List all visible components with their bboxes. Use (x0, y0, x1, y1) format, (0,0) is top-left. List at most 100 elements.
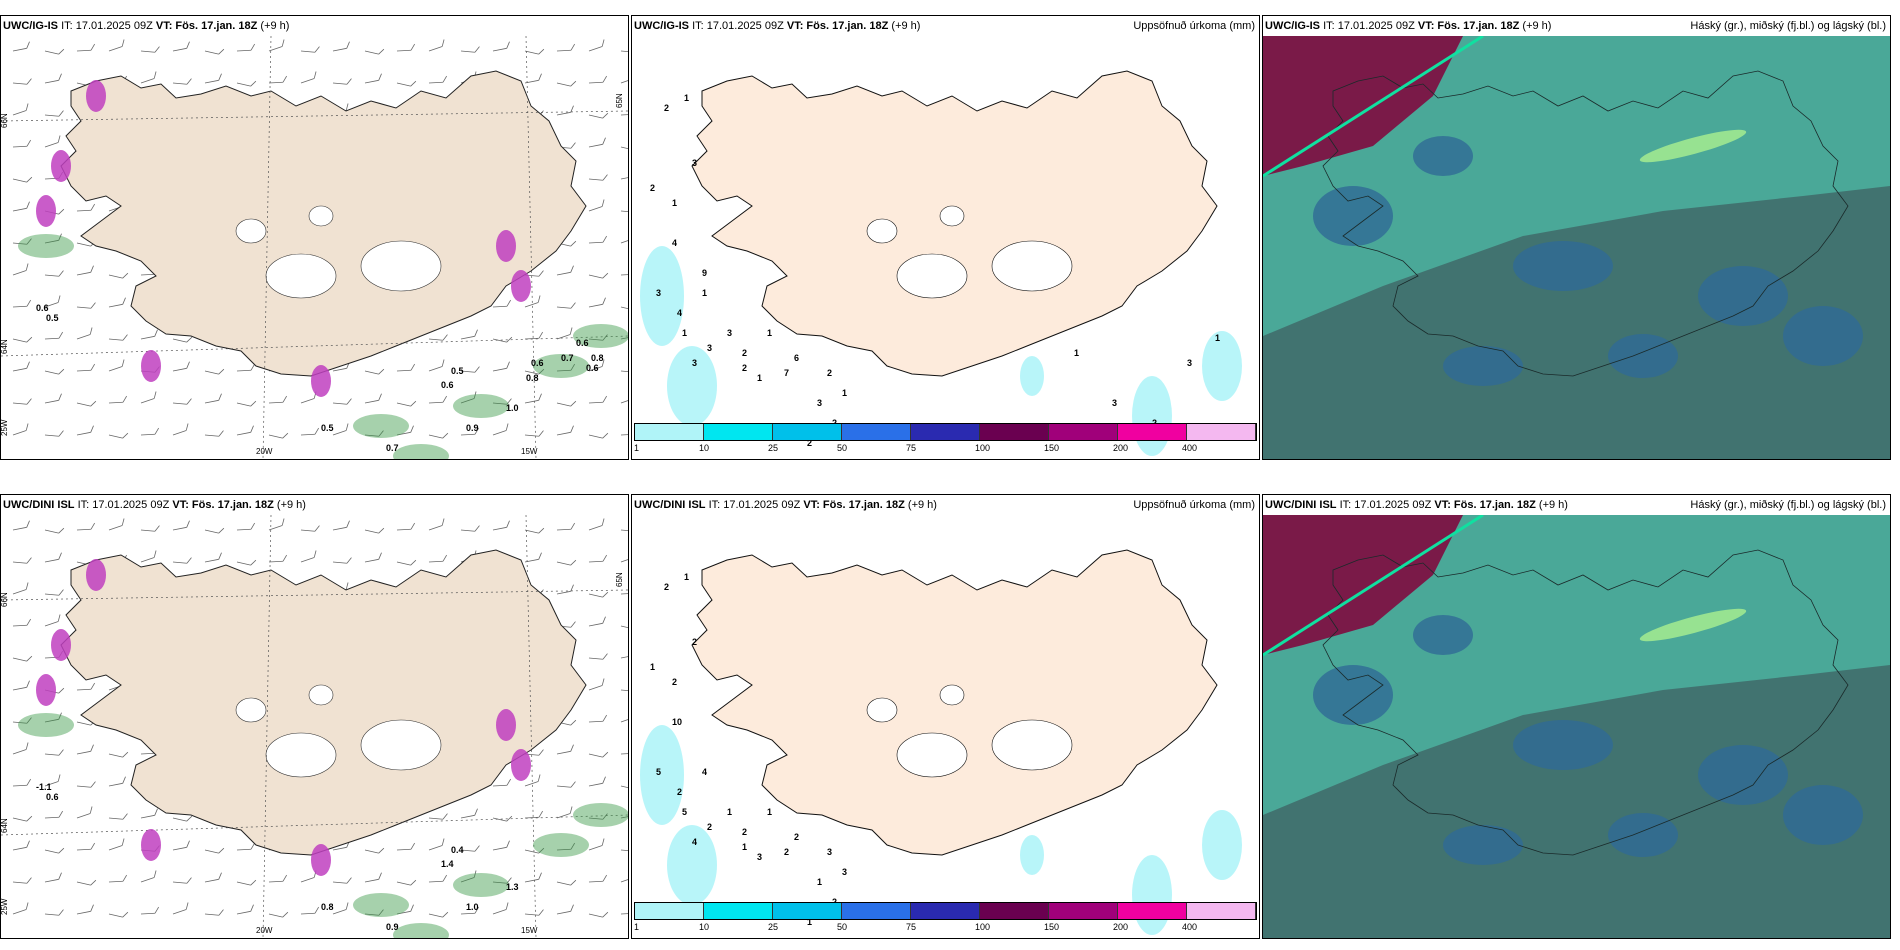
wind-barb (108, 838, 125, 851)
wind-barb-flag (602, 874, 608, 882)
legend-label: 50 (837, 443, 848, 453)
valid-time: Fös. 17.jan. 18Z (1453, 499, 1536, 511)
wind-barb-staff (428, 338, 443, 341)
wind-barb (460, 845, 480, 852)
wind-barb-flag (218, 527, 225, 534)
wind-barb-staff (236, 561, 251, 566)
wind-barb-flag (570, 425, 574, 433)
rain-patch (573, 324, 628, 348)
wind-barb-flag (26, 520, 30, 528)
wind-barb-staff (204, 558, 219, 563)
wind-barb (108, 432, 129, 439)
wind-barb-flag (441, 359, 445, 367)
wind-barb-staff (556, 334, 571, 340)
wind-barb (204, 552, 222, 563)
latitude-label: 65N (615, 572, 624, 587)
wind-barb-staff (44, 849, 59, 854)
precip-label: 1 (757, 373, 762, 383)
wind-barb (620, 78, 628, 84)
wind-barb-flag (570, 559, 577, 566)
wind-barb-flag (602, 554, 608, 562)
wind-barb-staff (588, 46, 603, 52)
wind-barb (620, 238, 628, 244)
wind-barb-flag (506, 398, 512, 405)
wind-barb (524, 295, 541, 308)
wind-barb (620, 557, 628, 563)
wind-barb (524, 527, 545, 534)
wind-barb-flag (57, 135, 61, 143)
wind-barb-staff (556, 561, 571, 566)
wind-barb-staff (12, 47, 27, 52)
wind-barb-flag (25, 103, 29, 111)
wind-barb (236, 80, 257, 87)
init-time: IT: 17.01.2025 09Z (61, 20, 153, 32)
wind-barb (620, 625, 628, 630)
wind-barb-staff (236, 82, 251, 87)
wind-barb-staff (44, 718, 59, 723)
wind-barb (620, 433, 628, 436)
wind-barb-flag (26, 840, 30, 848)
wind-barb-flag (570, 265, 574, 273)
wind-barb-staff (492, 47, 507, 52)
wind-barb-flag (58, 589, 64, 596)
temperature-label: 1.0 (466, 902, 479, 912)
wind-barb (524, 774, 541, 787)
wind-barb-staff (524, 878, 539, 883)
wind-barb-flag (90, 842, 96, 850)
wind-barb (620, 654, 628, 659)
wind-barb (588, 112, 609, 119)
wind-barb (588, 838, 605, 851)
wind-barb-staff (332, 47, 347, 52)
wind-barb-staff (428, 880, 444, 883)
wind-barb (556, 400, 577, 407)
wind-barb-staff (204, 50, 219, 55)
wind-barb (172, 361, 190, 372)
panel-title: Háský (gr.), miðský (fj.bl.) og lágský (… (1690, 499, 1886, 511)
wind-barb-flag (601, 678, 605, 686)
wind-barb (12, 41, 30, 52)
precip-label: 3 (757, 852, 762, 862)
legend-swatch (1118, 903, 1187, 919)
wind-barb-staff (428, 817, 443, 820)
wind-barb (12, 139, 32, 148)
precip-label: 1 (1215, 333, 1220, 343)
wind-barb-flag (601, 199, 605, 207)
wind-barb-flag (410, 522, 416, 530)
wind-barb (492, 815, 513, 822)
glacier (939, 205, 965, 227)
wind-barb-flag (505, 423, 509, 431)
wind-barb (140, 870, 157, 883)
wind-barb-flag (281, 518, 285, 526)
precip-label: 6 (794, 353, 799, 363)
wind-barb (76, 302, 96, 309)
wind-barb (204, 393, 222, 404)
wind-barb (12, 877, 32, 884)
wind-barb-staff (108, 880, 124, 883)
wind-barb-flag (250, 425, 254, 433)
lead-time: (+9 h) (260, 20, 290, 32)
wind-barb-staff (524, 370, 539, 375)
wind-barb-staff (12, 178, 27, 183)
wind-barb-staff (364, 849, 379, 854)
latitude-label: 25W (1, 419, 9, 436)
vt-label: VT: (172, 499, 189, 511)
wind-barb-staff (140, 752, 156, 755)
wind-barb-flag (58, 110, 64, 117)
wind-barb-staff (524, 849, 539, 854)
mid-cloud-patch (1313, 186, 1393, 246)
wind-barb (44, 135, 61, 148)
wind-barb-staff (620, 335, 628, 340)
wind-barb-staff (556, 49, 572, 52)
wind-barb-flag (346, 41, 350, 49)
legend-label: 10 (699, 443, 710, 453)
vt-label: VT: (155, 20, 173, 32)
glacier (308, 684, 334, 706)
panel-header: UWC/DINI ISL IT: 17.01.2025 09Z VT: Fös.… (632, 495, 1259, 515)
wind-barb-staff (108, 46, 123, 52)
wind-barb-staff (268, 525, 283, 531)
wind-barb-staff (460, 529, 475, 532)
wind-barb-flag (58, 872, 62, 880)
wind-barb (620, 370, 628, 373)
wind-barb (268, 395, 288, 404)
wind-barb-flag (122, 272, 129, 279)
